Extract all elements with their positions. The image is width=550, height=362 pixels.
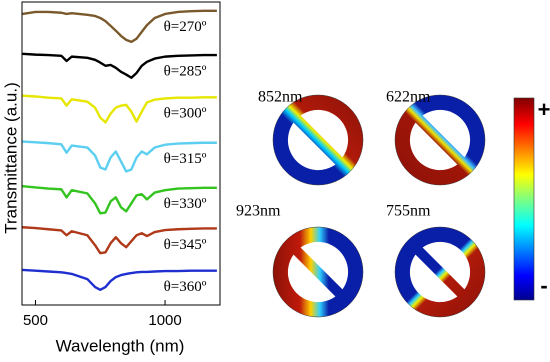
series-line xyxy=(22,184,217,215)
colorbar xyxy=(513,97,535,301)
ring xyxy=(394,94,486,186)
series-line xyxy=(22,9,217,44)
series-label: θ=345º xyxy=(164,237,207,253)
series-label: θ=300º xyxy=(164,106,207,122)
ring xyxy=(394,226,486,318)
series-label: θ=330º xyxy=(164,196,207,212)
panel-label: 852nm xyxy=(258,89,303,106)
series-line xyxy=(22,52,217,79)
panel-label: 755nm xyxy=(386,203,431,220)
x-axis-label: Wavelength (nm) xyxy=(56,336,185,355)
colorbar-min: - xyxy=(540,273,547,298)
x-tick-label: 1000 xyxy=(148,312,181,329)
series-label: θ=285º xyxy=(164,63,207,79)
series-line xyxy=(22,140,217,173)
plot-frame xyxy=(21,1,221,306)
panel-label: 622nm xyxy=(386,89,431,106)
series-label: θ=360º xyxy=(164,279,207,295)
series-line xyxy=(22,226,217,255)
ring xyxy=(272,94,364,186)
ring xyxy=(272,226,364,318)
x-tick-label: 500 xyxy=(23,312,48,329)
colorbar-max: + xyxy=(538,97,550,122)
series-line xyxy=(22,94,217,124)
series-line xyxy=(22,268,217,292)
series-label: θ=315º xyxy=(164,151,207,167)
field-maps: 852nm 622nm 923nm 755nm + - xyxy=(236,89,550,318)
series-label: θ=270º xyxy=(164,19,207,35)
y-axis-label: Transmittance (a.u.) xyxy=(1,82,20,233)
panel-label: 923nm xyxy=(236,203,281,220)
